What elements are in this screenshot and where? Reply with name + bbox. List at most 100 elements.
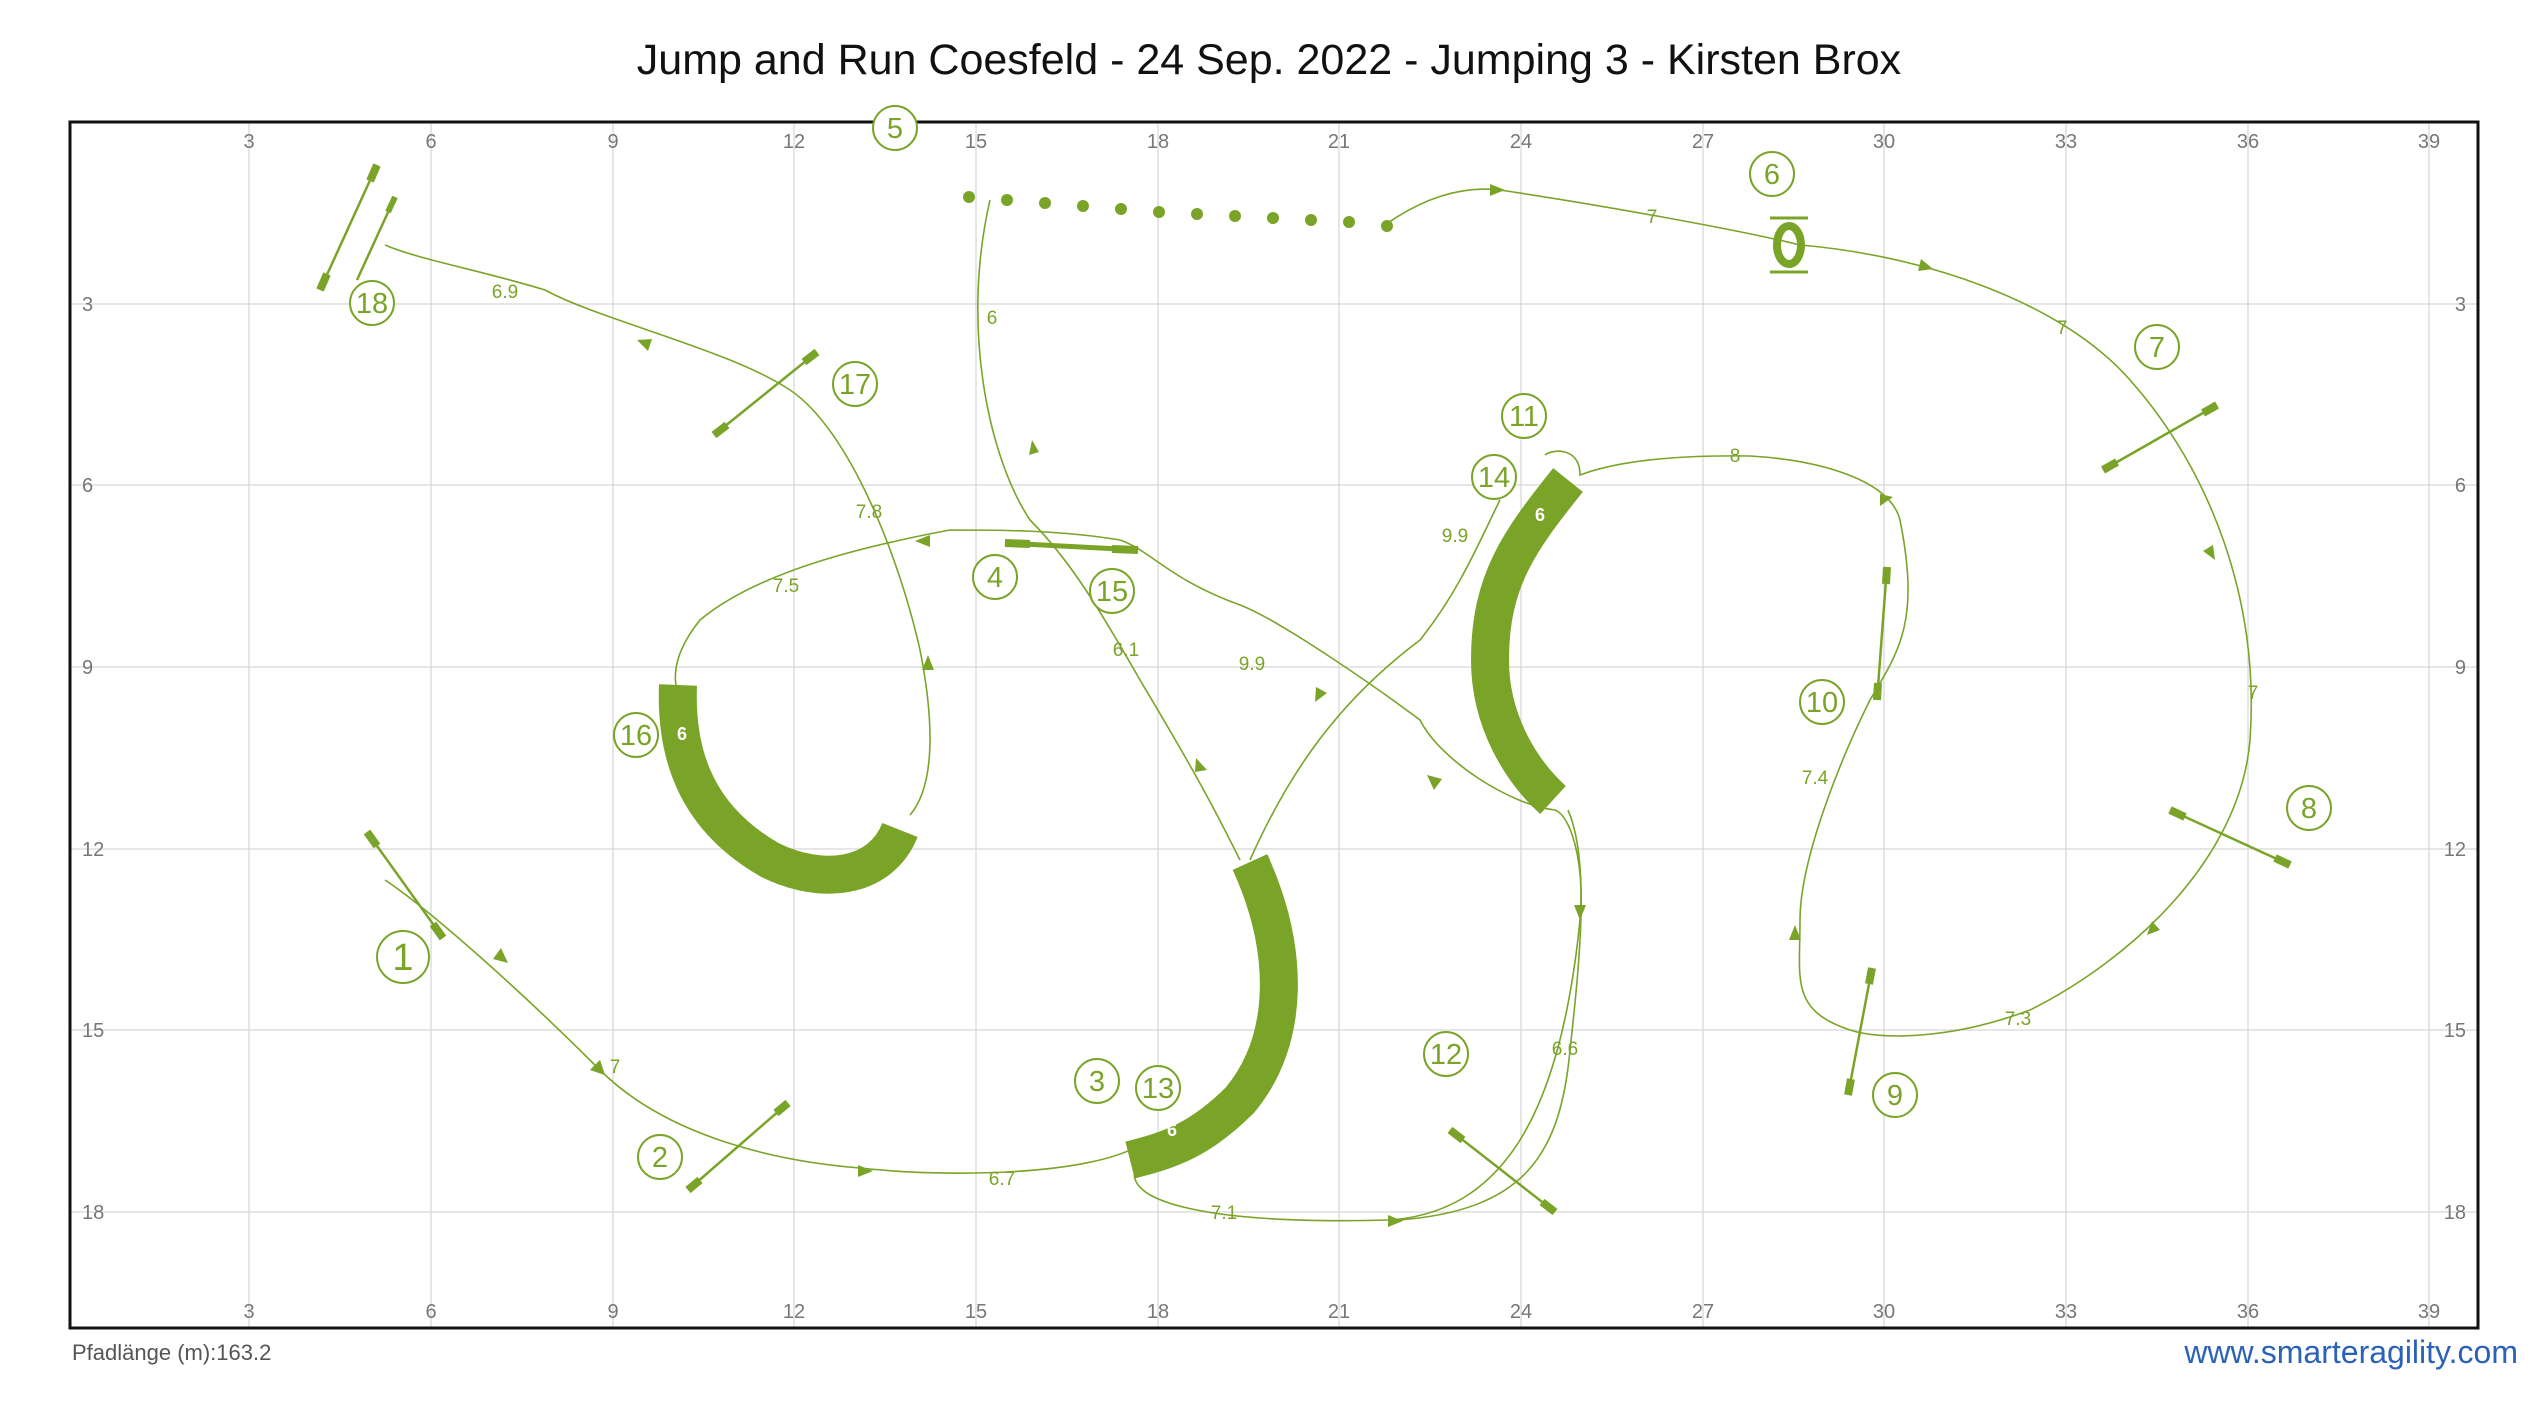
dot [1343,216,1355,228]
jump-2 [685,1099,791,1194]
arrowhead [2203,545,2215,560]
dotted-line [963,191,1393,232]
jump-7 [2101,401,2219,474]
distance-label: 6.1 [1113,640,1139,661]
arrowhead [1880,494,1893,506]
obstacle-number: 1 [392,937,413,979]
obstacle-number: 17 [839,369,871,401]
arrowhead [1427,775,1442,790]
jumps [316,163,2292,1216]
path-segment [1249,499,1501,861]
dot [1381,220,1393,232]
x-tick-label: 39 [2418,1301,2440,1323]
website-link[interactable]: www.smarteragility.com [2184,1334,2518,1370]
jump-12 [1447,1126,1558,1216]
obstacle-number-circle [1423,1031,1469,1077]
tunnels [658,468,1583,1179]
arrowhead [493,948,508,963]
tyre-6 [1770,216,1808,274]
y-tick-label: 6 [2455,475,2466,497]
dot [1153,206,1165,218]
arrowhead [2147,921,2160,935]
x-tick-label: 33 [2055,1301,2077,1323]
obstacle-number-circle [376,930,430,984]
arrowhead [922,655,934,670]
obstacle-number: 18 [356,288,388,320]
distance-label: 6.6 [1552,1039,1578,1060]
x-tick-label: 27 [1692,1301,1714,1323]
obstacle-number: 15 [1096,576,1128,608]
arrowhead [915,535,930,547]
distance-label: 7.4 [1802,768,1829,789]
obstacle-number-circle [832,361,878,407]
arrowhead [1918,259,1933,271]
y-tick-label: 15 [2444,1020,2466,1042]
x-tick-label: 6 [425,1301,436,1323]
obstacle-number: 6 [1764,159,1780,191]
distance-label: 9.9 [1442,526,1468,547]
distance-label: 8 [1730,446,1741,467]
arrowhead [1388,1215,1403,1227]
dot [1267,212,1279,224]
obstacle-number: 16 [620,720,652,752]
dot [1305,214,1317,226]
path-segment [1119,539,1582,1222]
distance-label: 7.8 [856,502,882,523]
arrowhead [1574,905,1586,920]
obstacle-number-circle [613,712,659,758]
x-tick-label: 3 [243,131,254,153]
dot [1001,194,1013,206]
arrowhead [1315,687,1327,702]
obstacle-number-circles [349,105,2332,1180]
obstacle-number-circle [1471,454,1517,500]
distance-label: 7 [2057,318,2068,339]
obstacle-number: 14 [1478,462,1510,494]
tunnel-11-14 [1470,468,1583,815]
obstacle-number: 4 [987,562,1003,594]
jump-9 [1844,967,1876,1096]
obstacle-number-circle [2134,324,2180,370]
axis-labels: 3366991212151518182121242427273030333336… [82,131,2466,1323]
distance-label: 7.3 [2005,1009,2031,1030]
obstacle-number-circle [1089,568,1135,614]
distance-label: 7 [2248,683,2259,704]
x-tick-label: 27 [1692,131,1714,153]
x-tick-label: 15 [965,1301,987,1323]
arrowhead [1490,184,1505,196]
tunnel-label: 6 [1167,1120,1177,1140]
obstacle-number-circle [637,1134,683,1180]
y-tick-label: 6 [82,475,93,497]
path-segment [674,529,1121,701]
x-tick-label: 12 [783,131,805,153]
arena-border [68,120,2480,1330]
dot [1115,203,1127,215]
path-segment [1399,809,1582,1221]
distance-label: 7.5 [773,576,799,597]
distance-label: 6.7 [989,1169,1015,1190]
y-tick-label: 3 [2455,294,2466,316]
x-tick-label: 39 [2418,131,2440,153]
tunnel-3-13 [1125,854,1298,1179]
distance-label: 9.9 [1239,654,1265,675]
x-tick-label: 30 [1873,131,1895,153]
arrowhead [637,339,652,351]
distance-labels: 7 6.7 7.1 6.1 7.5 6 7 7 7 7.3 7.4 8 9.9 … [492,207,2259,1224]
distance-label: 6.9 [492,282,518,303]
obstacle-number: 10 [1806,687,1838,719]
y-tick-label: 12 [82,839,104,861]
jump-4 [1004,539,1139,554]
x-tick-label: 9 [607,131,618,153]
x-tick-label: 21 [1328,1301,1350,1323]
obstacle-number-circle [1872,1072,1918,1118]
distance-label: 7 [1647,207,1658,228]
x-tick-label: 33 [2055,131,2077,153]
x-tick-label: 36 [2237,131,2259,153]
jump-18 [316,163,398,292]
arrowhead [1195,758,1207,772]
x-tick-label: 15 [965,131,987,153]
obstacle-number: 12 [1430,1039,1462,1071]
jump-8 [2168,806,2292,869]
obstacle-number: 13 [1142,1073,1174,1105]
y-tick-label: 15 [82,1020,104,1042]
